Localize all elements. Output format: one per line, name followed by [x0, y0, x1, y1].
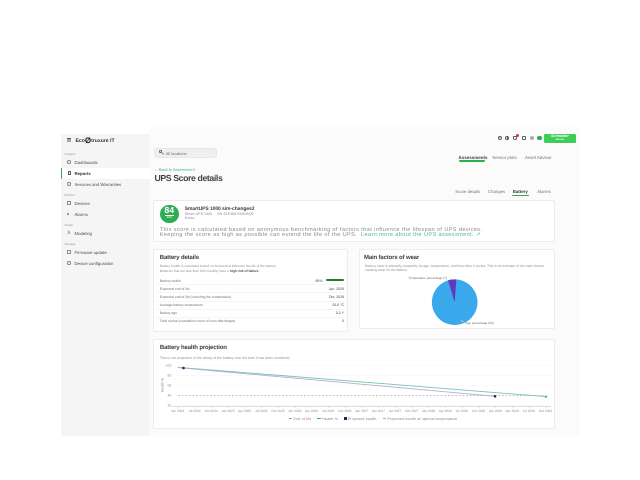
svg-text:100: 100 — [165, 364, 171, 368]
svg-text:40: 40 — [167, 393, 171, 397]
svg-text:Health %: Health % — [160, 378, 164, 392]
svg-text:20: 20 — [167, 404, 171, 408]
svg-text:80: 80 — [167, 374, 171, 378]
svg-text:60: 60 — [167, 384, 171, 388]
